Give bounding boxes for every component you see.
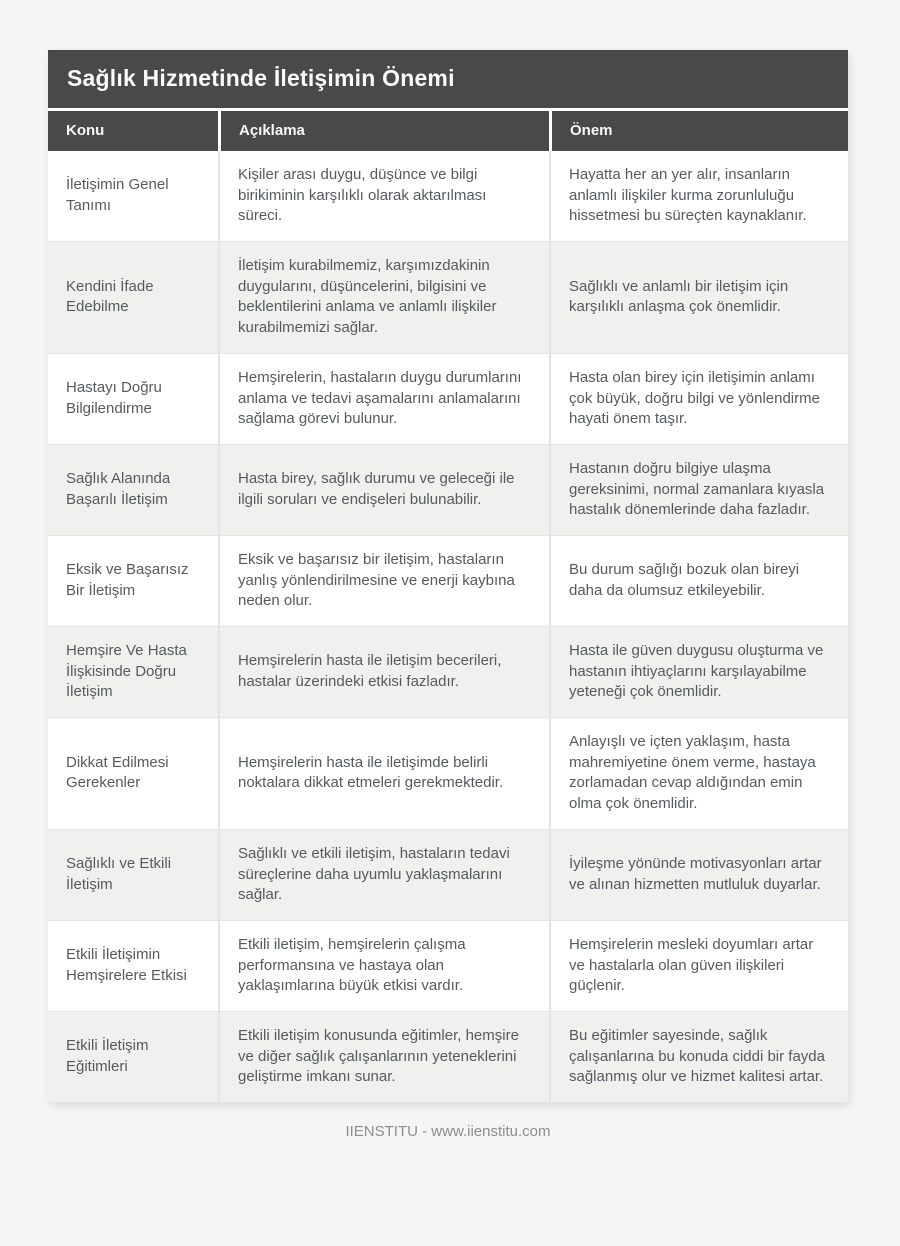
- description-cell: Eksik ve başarısız bir iletişim, hastala…: [218, 534, 549, 626]
- column-header-konu: Konu: [48, 111, 218, 151]
- column-header-aciklama: Açıklama: [218, 111, 549, 151]
- topic-cell: Hemşire Ve Hasta İlişkisinde Doğru İleti…: [48, 626, 218, 718]
- importance-cell: Bu eğitimler sayesinde, sağlık çalışanla…: [549, 1010, 848, 1103]
- footer-credit: IIENSTITU - www.iienstitu.com: [345, 1123, 551, 1140]
- topic-cell: Sağlıklı ve Etkili İletişim: [48, 828, 218, 920]
- importance-cell: Sağlıklı ve anlamlı bir iletişim için ka…: [549, 241, 848, 353]
- importance-cell: Hemşirelerin mesleki doyumları artar ve …: [549, 919, 848, 1011]
- table-row: Hemşire Ve Hasta İlişkisinde Doğru İleti…: [48, 626, 848, 718]
- description-cell: Hemşirelerin hasta ile iletişim becerile…: [218, 626, 549, 718]
- description-cell: Hasta birey, sağlık durumu ve geleceği i…: [218, 443, 549, 535]
- description-cell: Sağlıklı ve etkili iletişim, hastaların …: [218, 828, 549, 920]
- description-cell: Etkili iletişim, hemşirelerin çalışma pe…: [218, 919, 549, 1011]
- importance-cell: Hasta ile güven duygusu oluşturma ve has…: [549, 626, 848, 718]
- table-row: Dikkat Edilmesi Gerekenler Hemşirelerin …: [48, 717, 848, 829]
- description-cell: İletişim kurabilmemiz, karşımızdakinin d…: [218, 241, 549, 353]
- topic-cell: Etkili İletişim Eğitimleri: [48, 1010, 218, 1103]
- importance-cell: Bu durum sağlığı bozuk olan bireyi daha …: [549, 534, 848, 626]
- table-body: İletişimin Genel Tanımı Kişiler arası du…: [48, 151, 848, 1103]
- description-cell: Kişiler arası duygu, düşünce ve bilgi bi…: [218, 151, 549, 242]
- table-row: Kendini İfade Edebilme İletişim kurabilm…: [48, 241, 848, 353]
- column-header-onem: Önem: [549, 111, 848, 151]
- topic-cell: Dikkat Edilmesi Gerekenler: [48, 717, 218, 829]
- importance-cell: Anlayışlı ve içten yaklaşım, hasta mahre…: [549, 717, 848, 829]
- importance-cell: Hayatta her an yer alır, insanların anla…: [549, 151, 848, 242]
- topic-cell: Hastayı Doğru Bilgilendirme: [48, 352, 218, 444]
- topic-cell: İletişimin Genel Tanımı: [48, 151, 218, 242]
- topic-cell: Kendini İfade Edebilme: [48, 241, 218, 353]
- table-row: Eksik ve Başarısız Bir İletişim Eksik ve…: [48, 534, 848, 626]
- page-title: Sağlık Hizmetinde İletişimin Önemi: [48, 50, 848, 111]
- table-row: Hastayı Doğru Bilgilendirme Hemşirelerin…: [48, 352, 848, 444]
- info-table-card: Sağlık Hizmetinde İletişimin Önemi Konu …: [48, 50, 848, 1103]
- importance-cell: Hasta olan birey için iletişimin anlamı …: [549, 352, 848, 444]
- topic-cell: Etkili İletişimin Hemşirelere Etkisi: [48, 919, 218, 1011]
- importance-cell: İyileşme yönünde motivasyonları artar ve…: [549, 828, 848, 920]
- communication-table: Konu Açıklama Önem İletişimin Genel Tanı…: [48, 111, 848, 1103]
- table-header: Konu Açıklama Önem: [48, 111, 848, 151]
- table-row: Sağlıklı ve Etkili İletişim Sağlıklı ve …: [48, 828, 848, 920]
- topic-cell: Sağlık Alanında Başarılı İletişim: [48, 443, 218, 535]
- table-row: Etkili İletişimin Hemşirelere Etkisi Etk…: [48, 919, 848, 1011]
- description-cell: Hemşirelerin hasta ile iletişimde belirl…: [218, 717, 549, 829]
- table-row: İletişimin Genel Tanımı Kişiler arası du…: [48, 151, 848, 242]
- importance-cell: Hastanın doğru bilgiye ulaşma gereksinim…: [549, 443, 848, 535]
- description-cell: Etkili iletişim konusunda eğitimler, hem…: [218, 1010, 549, 1103]
- topic-cell: Eksik ve Başarısız Bir İletişim: [48, 534, 218, 626]
- table-row: Sağlık Alanında Başarılı İletişim Hasta …: [48, 443, 848, 535]
- description-cell: Hemşirelerin, hastaların duygu durumları…: [218, 352, 549, 444]
- table-row: Etkili İletişim Eğitimleri Etkili iletiş…: [48, 1010, 848, 1103]
